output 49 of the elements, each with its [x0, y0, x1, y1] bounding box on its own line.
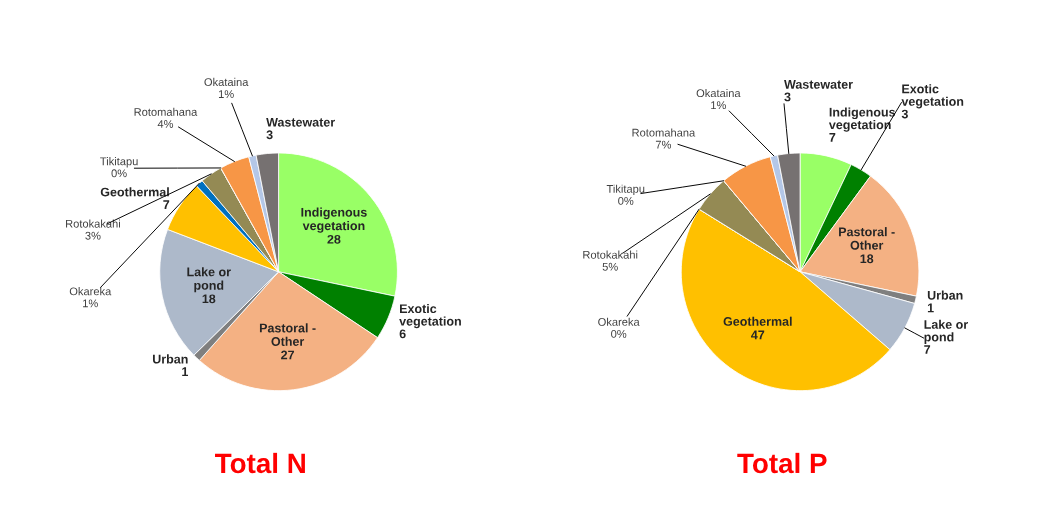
data-label: 18 — [860, 254, 874, 264]
text: 0% — [618, 196, 634, 205]
text: Total N — [215, 452, 305, 474]
data-label: 18 — [202, 294, 216, 304]
slice-label: Geothermal — [723, 316, 792, 326]
slice-label: Wastewater — [784, 80, 853, 89]
slice-label: Lake or pond — [924, 319, 968, 344]
data-label: 3% — [85, 231, 101, 240]
category-label: Tikitapu — [606, 184, 645, 196]
text: 0% — [611, 329, 627, 338]
slice-label: Geothermal — [100, 187, 169, 197]
data-label: 47 — [751, 330, 765, 340]
slice-label: Urban — [927, 290, 963, 300]
data-label: 1% — [218, 90, 234, 98]
slice-label: Okareka — [69, 287, 112, 296]
data-label: 3 — [784, 92, 791, 102]
slice-label: Exotic vegetation — [399, 303, 461, 329]
slice-label: Wastewater — [266, 117, 335, 127]
text: 0% — [111, 169, 127, 178]
data-label: 6 — [399, 329, 406, 339]
data-label: 5% — [602, 262, 618, 271]
data-label: 28 — [327, 234, 341, 244]
slice-label: Okataina — [204, 77, 249, 87]
slice-label: Rotomahana — [134, 107, 198, 116]
slice-label: Lake or pond — [187, 267, 231, 293]
slice-label: Pastoral - Other — [259, 323, 316, 346]
data-label: 1% — [83, 299, 98, 308]
slice-label: Pastoral - Other — [839, 227, 895, 250]
slice-label: Exotic vegetation — [901, 84, 964, 109]
slice-label: Indigenous vegetation — [301, 207, 367, 233]
data-label: 4% — [157, 120, 174, 128]
data-label: 3 — [266, 130, 273, 140]
data-label: 27 — [281, 350, 295, 360]
category-label: Okareka — [598, 317, 640, 326]
slice-label: Rotokakahi — [583, 250, 638, 259]
slice-label: Rotokakahi — [66, 219, 120, 228]
data-label: 1% — [711, 101, 726, 110]
text: Total P — [737, 452, 827, 474]
data-label: 7 — [163, 200, 170, 209]
data-label: 7 — [924, 345, 931, 354]
slice-label: Urban — [152, 354, 188, 364]
category-label: Tikitapu — [100, 157, 138, 168]
data-label: 7 — [829, 133, 836, 142]
slice-label: Okataina — [696, 88, 741, 98]
data-label: 1 — [927, 303, 934, 313]
data-label: 1 — [182, 367, 189, 376]
data-label: 7% — [655, 140, 672, 149]
data-label: 3 — [901, 109, 908, 119]
slice-label: Rotomahana — [632, 128, 696, 137]
